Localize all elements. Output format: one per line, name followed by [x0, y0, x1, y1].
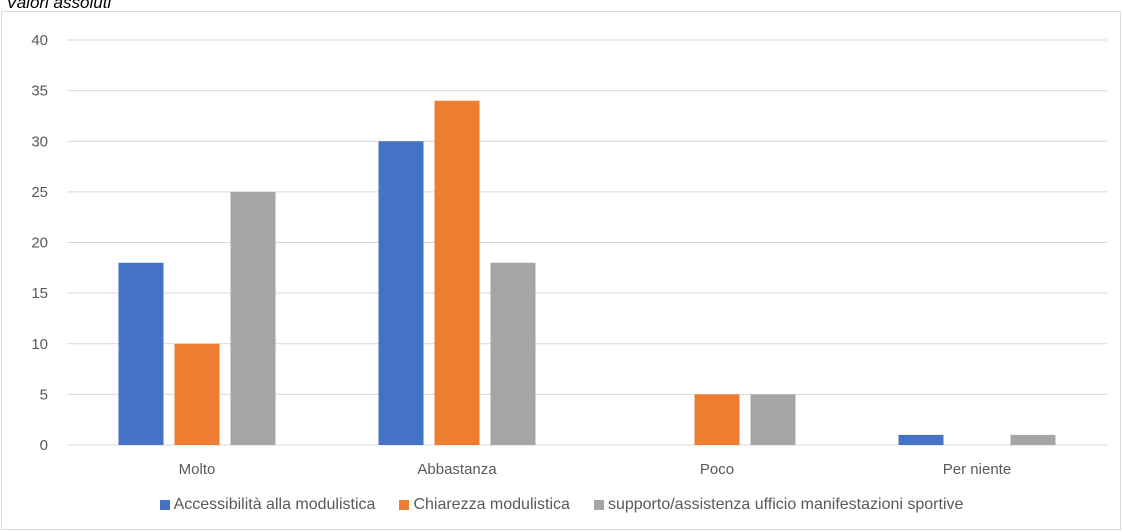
legend-label: Accessibilità alla modulistica — [173, 496, 376, 513]
bar — [174, 343, 220, 445]
y-tick-label: 20 — [31, 235, 48, 252]
legend-item: supporto/assistenza ufficio manifestazio… — [593, 496, 964, 514]
legend-item: Chiarezza modulistica — [399, 496, 570, 514]
bar — [230, 191, 276, 445]
bar — [378, 141, 424, 445]
y-tick-label: 5 — [40, 386, 48, 403]
x-tick-label: Poco — [700, 461, 734, 478]
bar — [434, 100, 480, 445]
x-tick-label: Per niente — [943, 461, 1011, 478]
y-tick-label: 10 — [31, 336, 48, 353]
legend-swatch — [159, 500, 170, 510]
bar — [118, 262, 164, 445]
y-tick-label: 0 — [40, 437, 48, 454]
legend-label: Chiarezza modulistica — [413, 496, 570, 513]
legend-swatch — [399, 500, 410, 510]
x-tick-label: Molto — [179, 461, 216, 478]
chart-frame — [1, 11, 1121, 530]
bar — [490, 262, 536, 445]
bar — [750, 394, 796, 445]
chart-legend: Accessibilità alla modulistica Chiarezza … — [0, 496, 1123, 514]
y-tick-label: 15 — [31, 285, 48, 302]
bar — [1010, 434, 1056, 445]
legend-swatch — [593, 500, 604, 510]
bar — [898, 434, 944, 445]
legend-label: supporto/assistenza ufficio manifestazio… — [607, 496, 964, 513]
y-tick-label: 35 — [31, 83, 48, 100]
chart-caption: Valori assoluti — [6, 0, 112, 12]
y-tick-label: 30 — [31, 133, 48, 150]
y-tick-label: 40 — [31, 32, 48, 49]
bar — [694, 394, 740, 445]
legend-item: Accessibilità alla modulistica — [159, 496, 376, 514]
x-tick-label: Abbastanza — [417, 461, 497, 478]
y-tick-label: 25 — [31, 184, 48, 201]
